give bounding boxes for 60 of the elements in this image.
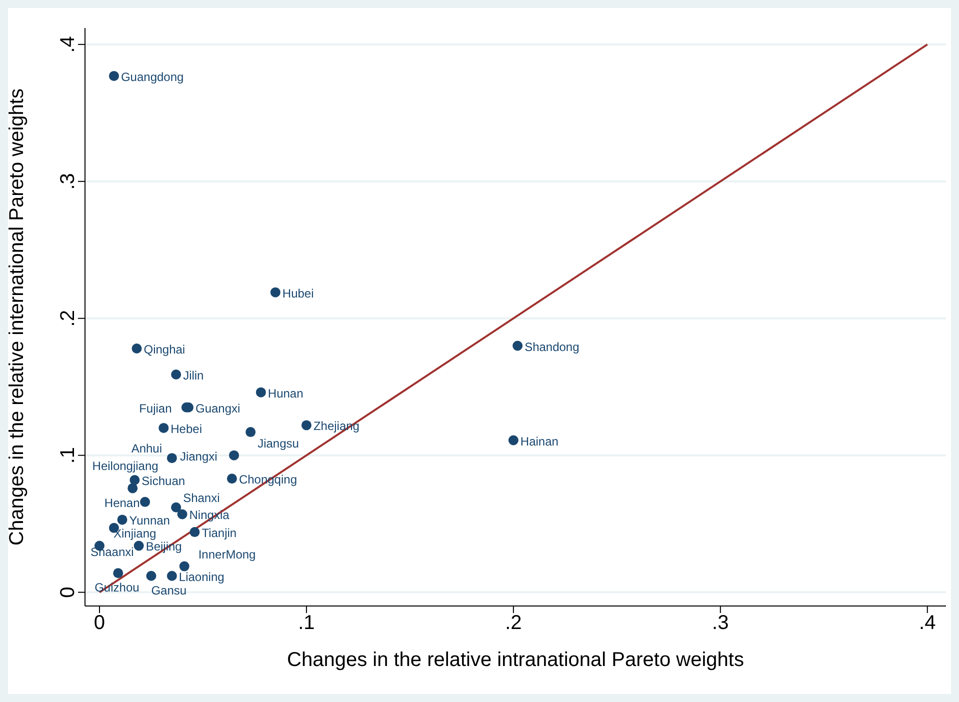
- y-tick-label: .4: [57, 36, 79, 53]
- point: [246, 427, 256, 438]
- data-label: Anhui: [131, 442, 162, 456]
- data-label: Xinjiang: [113, 526, 156, 541]
- point: [171, 502, 182, 512]
- point: [171, 370, 182, 380]
- x-axis-title: Changes in the relative intranational Pareto weights: [287, 649, 744, 671]
- data-label: Hunan: [268, 386, 304, 400]
- x-tick-label: .4: [919, 612, 936, 634]
- point: [256, 387, 266, 398]
- data-label: Guangxi: [195, 401, 240, 416]
- data-label: Gansu: [151, 583, 187, 598]
- point: [177, 509, 188, 520]
- data-label: Hainan: [520, 434, 558, 448]
- data-label: Jiangxi: [180, 449, 218, 464]
- point: [270, 287, 280, 298]
- data-label: Qinghai: [144, 342, 186, 356]
- x-tick-label: .3: [712, 612, 729, 634]
- point: [301, 420, 312, 430]
- point: [229, 450, 240, 460]
- point: [166, 570, 177, 581]
- x-tick-label: .2: [505, 612, 522, 634]
- y-tick-label: .3: [57, 173, 79, 190]
- point: [130, 474, 140, 485]
- point: [179, 561, 190, 572]
- data-label: InnerMong: [198, 547, 256, 562]
- data-label: Jiangsu: [258, 436, 299, 451]
- data-label: Henan: [104, 496, 140, 510]
- x-tick-label: 0: [94, 612, 106, 634]
- data-label: Hebei: [170, 422, 202, 436]
- y-tick-label: .1: [57, 446, 79, 464]
- data-label: Tianjin: [202, 526, 237, 540]
- data-label: Shandong: [524, 340, 580, 354]
- point: [146, 570, 156, 581]
- point: [117, 514, 128, 525]
- y-axis-title: Changes in the relative international Pareto weights: [6, 88, 28, 546]
- point: [140, 496, 150, 507]
- point: [134, 540, 144, 551]
- point: [113, 568, 124, 578]
- data-label: Hubei: [282, 286, 314, 300]
- point: [508, 435, 518, 446]
- point: [512, 340, 523, 351]
- point: [166, 453, 177, 464]
- point: [158, 422, 169, 433]
- data-label: Yunnan: [129, 514, 170, 528]
- point: [190, 527, 200, 538]
- point: [132, 344, 142, 354]
- point: [108, 70, 119, 81]
- data-label: Shanxi: [183, 490, 220, 505]
- point: [128, 483, 138, 494]
- point: [226, 474, 237, 484]
- data-label: Jilin: [183, 368, 204, 383]
- data-label: Guangdong: [120, 70, 184, 84]
- data-label: Liaoning: [178, 570, 224, 584]
- y-tick-label: 0: [57, 586, 79, 598]
- y-tick-label: .2: [57, 310, 79, 327]
- data-label: Sichuan: [142, 474, 186, 488]
- data-label: Fujian: [139, 401, 172, 416]
- data-label: Heilongjiang: [92, 459, 158, 474]
- x-tick-label: .1: [298, 612, 315, 634]
